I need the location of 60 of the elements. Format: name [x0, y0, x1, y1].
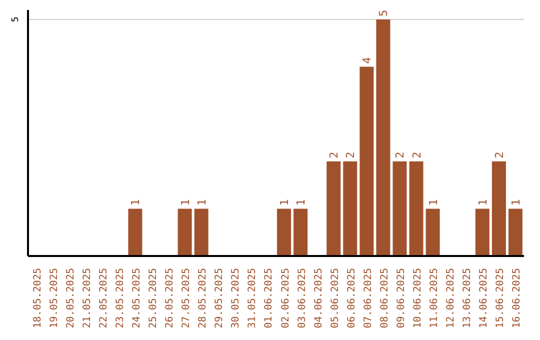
x-tick-label: 27.05.2025: [181, 268, 192, 328]
x-tick-label: 13.06.2025: [462, 268, 474, 328]
x-tick-label: 23.05.2025: [114, 268, 126, 328]
x-tick-label: 24.05.2025: [131, 268, 142, 328]
data-label: 1: [426, 199, 440, 206]
x-tick-label: 02.06.2025: [280, 268, 292, 328]
bar: [492, 161, 506, 256]
x-tick-label: 26.05.2025: [164, 268, 176, 328]
data-label: 1: [129, 199, 142, 206]
data-label: 2: [394, 152, 407, 158]
x-tick-label: 07.06.2025: [362, 268, 374, 328]
x-tick-label: 10.06.2025: [412, 268, 424, 328]
x-tick-label: 25.05.2025: [148, 268, 159, 328]
bar: [294, 208, 308, 256]
data-label: 1: [178, 199, 192, 206]
data-label: 2: [492, 152, 506, 158]
data-label: 1: [195, 199, 208, 206]
bar: [376, 19, 390, 256]
x-tick-label: 21.05.2025: [82, 268, 93, 328]
data-label: 1: [509, 199, 522, 206]
x-tick-label: 18.05.2025: [32, 268, 44, 328]
x-tick-label: 12.06.2025: [446, 268, 457, 328]
data-label: 2: [410, 152, 424, 158]
x-tick-label: 29.05.2025: [214, 268, 226, 328]
bar: [508, 208, 522, 256]
x-tick-label: 20.05.2025: [65, 268, 76, 328]
data-label: 2: [328, 152, 341, 158]
x-tick-label: 31.05.2025: [247, 268, 258, 328]
x-tick-label: 03.06.2025: [296, 268, 308, 328]
data-label: 1: [278, 199, 291, 206]
bar: [326, 161, 341, 256]
x-tick-label: 05.06.2025: [330, 268, 341, 328]
bar: [426, 208, 440, 256]
bar: [178, 208, 192, 256]
bar: [409, 161, 424, 256]
x-tick-label: 22.05.2025: [98, 268, 110, 328]
bar: [128, 208, 142, 256]
data-label: 1: [476, 199, 490, 206]
data-label: 1: [294, 199, 308, 206]
data-label: 4: [360, 56, 374, 64]
bar: [277, 208, 291, 256]
bar: [194, 208, 208, 256]
x-tick-label: 06.06.2025: [346, 268, 358, 328]
x-tick-label: 04.06.2025: [313, 268, 324, 328]
x-tick-label: 15.06.2025: [495, 268, 506, 328]
bar: [475, 208, 490, 256]
x-tick-label: 09.06.2025: [396, 268, 407, 328]
x-tick-label: 11.06.2025: [429, 268, 440, 328]
data-label: 5: [377, 10, 390, 16]
x-tick-label: 16.06.2025: [512, 268, 523, 328]
x-tick-label: 14.06.2025: [478, 268, 490, 328]
x-tick-label: 19.05.2025: [48, 268, 60, 328]
x-tick-label: 30.05.2025: [230, 268, 242, 328]
data-label: 2: [344, 152, 358, 158]
x-tick-label: 08.06.2025: [379, 268, 390, 328]
x-tick-label: 28.05.2025: [198, 268, 209, 328]
x-tick-label: 01.06.2025: [264, 268, 275, 328]
bar: [360, 66, 374, 256]
bar: [392, 161, 407, 256]
bar: [343, 161, 358, 256]
